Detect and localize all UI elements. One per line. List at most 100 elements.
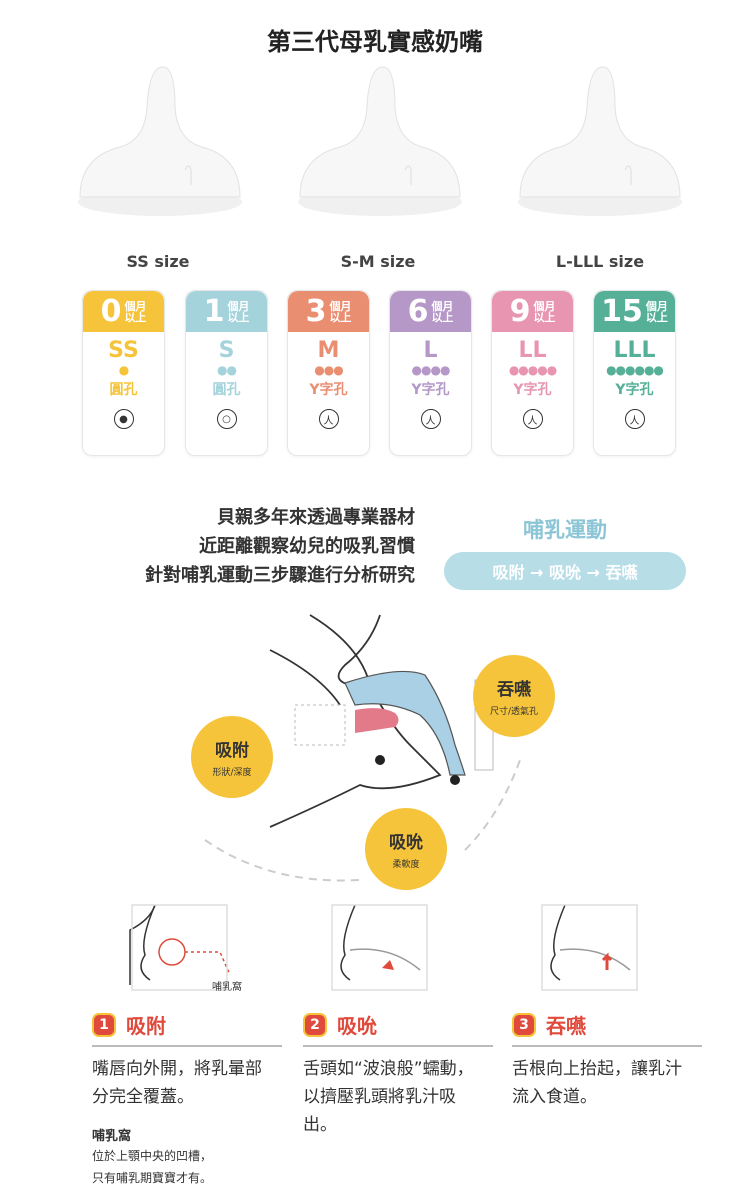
suck-title: 吸吮 <box>389 833 423 853</box>
size-label: S <box>218 338 235 363</box>
step-header: 3 吞嚥 <box>512 1010 702 1047</box>
age-number: 6 <box>407 293 429 329</box>
swallow-title: 吞嚥 <box>497 680 531 700</box>
age-header: 0 個月 以上 <box>83 291 164 332</box>
intro-line: 針對哺乳運動三步驟進行分析研究 <box>145 565 415 586</box>
intro-text: 貝親多年來透過專業器材 近距離觀察幼兒的吸乳習慣 針對哺乳運動三步驟進行分析研究 <box>145 503 415 590</box>
suck-bubble: 吸吮 柔軟度 <box>365 808 447 890</box>
age-unit-line: 以上 <box>431 310 454 324</box>
age-number: 0 <box>100 293 122 329</box>
latch-bubble: 吸附形狀/深度 <box>191 716 273 798</box>
flow-drops-icon: ●● <box>217 363 237 377</box>
step-header: 2 吸吮 <box>303 1010 493 1047</box>
size-label: M <box>317 338 340 363</box>
age-number: 15 <box>601 293 643 329</box>
step-title: 吸附 <box>126 1014 166 1038</box>
nipple-size-card: 0 個月 以上 SS ● 圓孔 ● <box>82 290 165 456</box>
size-label: SS <box>108 338 139 363</box>
nipple-image-sm <box>297 66 463 217</box>
nipple-size-card: 15 個月 以上 LLL ●●●●●● Y字孔 人 <box>593 290 676 456</box>
step-illustrations <box>129 904 638 991</box>
hole-type: Y字孔 <box>513 382 552 398</box>
age-unit-line: 個月 <box>645 299 668 313</box>
step-text: 舌頭如“波浪般”蠕動，以擠壓乳頭將乳汁吸出。 <box>303 1059 474 1135</box>
flow-drops-icon: ●●●●● <box>508 363 557 377</box>
age-unit: 個月 以上 <box>646 301 668 323</box>
flow-drops-icon: ●●●●●● <box>606 363 664 377</box>
age-header: 1 個月 以上 <box>186 291 267 332</box>
age-header: 15 個月 以上 <box>594 291 675 332</box>
age-unit: 個月 以上 <box>329 301 351 323</box>
flow-drops-icon: ● <box>118 363 129 377</box>
age-unit: 個月 以上 <box>227 301 249 323</box>
age-unit-line: 以上 <box>124 310 147 324</box>
size-group-label: S-M size <box>340 252 416 271</box>
nipple-image-ss <box>77 66 243 217</box>
step-text: 舌根向上抬起，讓乳汁流入食道。 <box>512 1059 682 1107</box>
flow-drops-icon: ●●●● <box>411 363 451 377</box>
age-unit: 個月 以上 <box>124 301 146 323</box>
age-header: 6 個月 以上 <box>390 291 471 332</box>
nipple-size-card: 9 個月 以上 LL ●●●●● Y字孔 人 <box>491 290 574 456</box>
size-label: LL <box>518 338 547 363</box>
dot-circle-icon: ● <box>113 409 134 429</box>
swallow-bubble: 吞嚥尺寸/透氣孔 <box>473 655 555 737</box>
age-unit-line: 以上 <box>533 310 556 324</box>
note-line: 只有哺乳期寶寶才有。 <box>92 1171 213 1185</box>
motion-flow-pill: 吸附 → 吸吮 → 吞嚥 <box>444 552 686 590</box>
intro-line: 貝親多年來透過專業器材 <box>217 507 415 528</box>
y-cut-circle-icon: 人 <box>318 409 339 429</box>
nipple-size-card: 1 個月 以上 S ●● 圓孔 ○ <box>185 290 268 456</box>
size-label: LLL <box>613 338 656 363</box>
note-line: 位於上顎中央的凹槽， <box>92 1149 213 1163</box>
step-title: 吞嚥 <box>546 1014 586 1038</box>
y-cut-circle-icon: 人 <box>420 409 441 429</box>
ring-circle-icon: ○ <box>216 409 237 429</box>
size-label: L <box>423 338 438 363</box>
age-header: 9 個月 以上 <box>492 291 573 332</box>
nipple-image-l <box>517 66 683 217</box>
age-unit: 個月 以上 <box>533 301 555 323</box>
age-unit-line: 個月 <box>227 299 250 313</box>
flow-drops-icon: ●●● <box>314 363 343 377</box>
palate-label: 哺乳窩 <box>212 982 242 993</box>
age-unit-line: 以上 <box>645 310 668 324</box>
age-unit-line: 個月 <box>431 299 454 313</box>
page-title: 第三代母乳實感奶嘴 <box>267 28 483 56</box>
age-header: 3 個月 以上 <box>288 291 369 332</box>
step-number-badge: 2 <box>303 1012 327 1037</box>
hole-type: Y字孔 <box>615 382 654 398</box>
hole-type: Y字孔 <box>411 382 450 398</box>
step-number-badge: 1 <box>92 1012 116 1037</box>
age-unit-line: 以上 <box>227 310 250 324</box>
swallow-sub: 尺寸/透氣孔 <box>489 707 539 717</box>
motion-title: 哺乳運動 <box>523 518 607 542</box>
age-unit: 個月 以上 <box>431 301 453 323</box>
latch-title: 吸附 <box>215 741 249 761</box>
nipple-size-card: 6 個月 以上 L ●●●● Y字孔 人 <box>389 290 472 456</box>
size-group-label: SS size <box>126 252 190 271</box>
age-unit-line: 以上 <box>329 310 352 324</box>
hole-type: 圓孔 <box>109 382 138 398</box>
note-title: 哺乳窩 <box>92 1129 132 1144</box>
size-group-label: L-LLL size <box>555 252 645 271</box>
age-number: 1 <box>203 293 225 329</box>
hole-type: 圓孔 <box>212 382 241 398</box>
step-title: 吸吮 <box>337 1014 377 1038</box>
age-number: 3 <box>305 293 327 329</box>
step-number-badge: 3 <box>512 1012 536 1037</box>
note-text: 位於上顎中央的凹槽， 只有哺乳期寶寶才有。 <box>92 1145 212 1189</box>
suck-sub: 柔軟度 <box>392 860 420 870</box>
y-cut-circle-icon: 人 <box>522 409 543 429</box>
step-header: 1 吸附 <box>92 1010 282 1047</box>
age-unit-line: 個月 <box>533 299 556 313</box>
latch-sub: 形狀/深度 <box>212 768 252 778</box>
step-text: 嘴唇向外開，將乳暈部分完全覆蓋。 <box>92 1059 262 1107</box>
nipple-size-card: 3 個月 以上 M ●●● Y字孔 人 <box>287 290 370 456</box>
age-unit-line: 個月 <box>329 299 352 313</box>
age-number: 9 <box>509 293 531 329</box>
hole-type: Y字孔 <box>309 382 348 398</box>
intro-line: 近距離觀察幼兒的吸乳習慣 <box>199 536 415 557</box>
y-cut-circle-icon: 人 <box>624 409 645 429</box>
age-unit-line: 個月 <box>124 299 147 313</box>
